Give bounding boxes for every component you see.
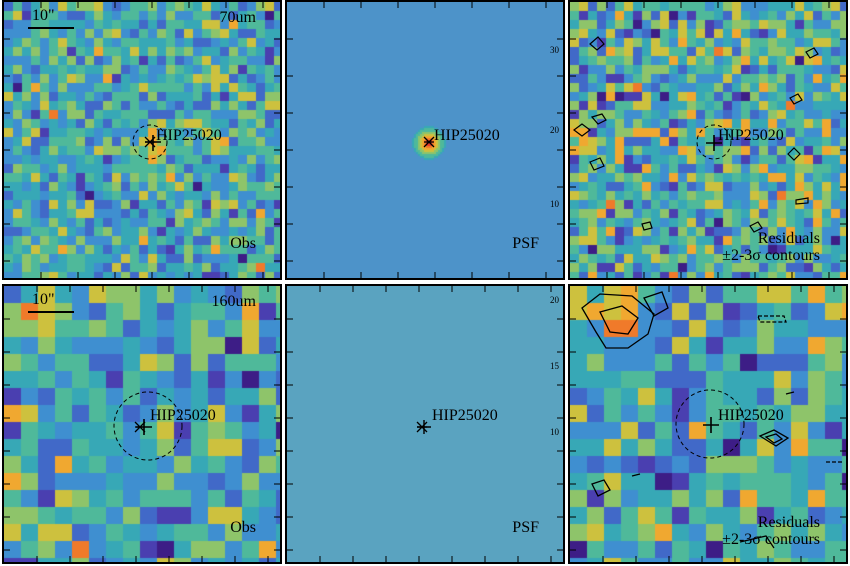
residuals-overlay-160um [570, 286, 846, 562]
tick-marks [4, 286, 280, 562]
residuals-panel-70um: HIP25020 Residuals ±2-3σ contours [568, 0, 848, 280]
target-label: HIP25020 [156, 127, 222, 144]
residuals-image-160um [570, 286, 846, 562]
aperture-circle [696, 124, 732, 160]
source-cross-marker [417, 420, 431, 434]
target-label: HIP25020 [434, 127, 500, 144]
scalebar-line [28, 27, 74, 29]
psf-panel-160um: HIP25020 20 15 10 PSF [285, 284, 565, 564]
target-label: HIP25020 [150, 407, 216, 424]
aperture-circle [675, 389, 745, 459]
axis-tick-label: 10 [550, 199, 559, 209]
psf-overlay-70um [287, 2, 563, 278]
obs-label: Obs [230, 519, 256, 536]
aperture-circle [113, 391, 183, 461]
target-label: HIP25020 [718, 407, 784, 424]
scalebar-label: 10" [32, 291, 55, 308]
source-cross-marker [703, 417, 719, 433]
obs-image-70um [4, 2, 280, 278]
residuals-overlay-70um [570, 2, 846, 278]
psf-overlay-160um [287, 286, 563, 562]
star-marker [423, 136, 435, 148]
obs-overlay-70um [4, 2, 280, 278]
residuals-label: Residuals [757, 230, 820, 247]
sigma-contours [573, 36, 819, 233]
tick-marks [287, 2, 563, 278]
obs-label: Obs [230, 235, 256, 252]
residuals-label: Residuals [757, 514, 820, 531]
axis-tick-label: 15 [550, 361, 559, 371]
psf-label: PSF [512, 519, 539, 536]
band-label: 160um [211, 293, 256, 310]
psf-panel-70um: HIP25020 30 20 10 PSF [285, 0, 565, 280]
residuals-panel-160um: HIP25020 Residuals ±2-3σ contours [568, 284, 848, 564]
sigma-contours [581, 291, 842, 549]
aperture-circle [132, 124, 168, 160]
axis-tick-label: 20 [550, 125, 559, 135]
tick-marks [287, 286, 563, 562]
obs-overlay-160um [4, 286, 280, 562]
obs-image-160um [4, 286, 280, 562]
psf-label: PSF [512, 235, 539, 252]
axis-tick-label: 30 [550, 45, 559, 55]
obs-panel-70um: 10" 70um HIP25020 Obs [2, 0, 282, 280]
band-label: 70um [219, 9, 256, 26]
target-label: HIP25020 [432, 407, 498, 424]
residuals-legend: Residuals ±2-3σ contours [722, 514, 820, 548]
target-label: HIP25020 [718, 127, 784, 144]
source-cross-marker [706, 135, 722, 151]
source-cross-marker [136, 419, 152, 435]
axis-tick-label: 10 [550, 427, 559, 437]
source-cross-marker [145, 135, 161, 151]
contours-label: ±2-3σ contours [722, 247, 820, 264]
obs-panel-160um: 10" 160um HIP25020 Obs [2, 284, 282, 564]
scalebar-line [28, 311, 74, 313]
scalebar-label: 10" [32, 7, 55, 24]
tick-marks [570, 2, 846, 278]
axis-tick-label: 20 [550, 295, 559, 305]
psf-image-70um [287, 2, 563, 278]
residuals-image-70um [570, 2, 846, 278]
residuals-legend: Residuals ±2-3σ contours [722, 230, 820, 264]
contours-label: ±2-3σ contours [722, 531, 820, 548]
tick-marks [570, 286, 846, 562]
tick-marks [4, 2, 280, 278]
